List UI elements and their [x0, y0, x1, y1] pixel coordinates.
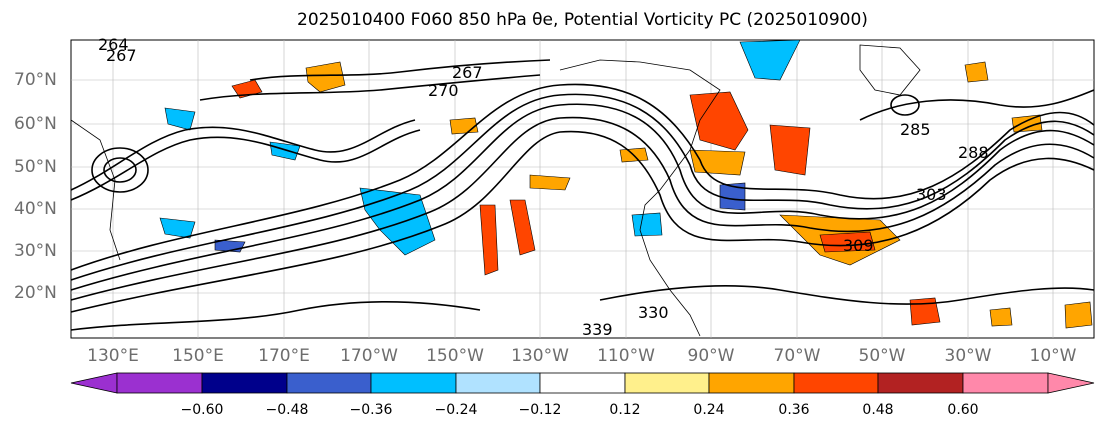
pv-area-negative	[739, 39, 801, 81]
contour-labels: 264 267 267 270 285 288 309 339 330 303	[98, 35, 989, 339]
colorbar	[70, 372, 1095, 394]
lat-label: 30°N	[14, 241, 57, 261]
colorbar-bin	[116, 372, 203, 394]
lon-label: 150°E	[172, 346, 224, 366]
theta-e-contours	[70, 59, 1095, 331]
colorbar-bin	[286, 372, 372, 394]
colorbar-bin	[370, 372, 457, 394]
pv-area-negative	[164, 107, 196, 131]
colorbar-bin	[793, 372, 879, 394]
colorbar-tick: 0.48	[862, 402, 894, 418]
pv-area-negative	[159, 217, 196, 239]
pv-area-positive	[689, 91, 749, 151]
colorbar-bin	[624, 372, 710, 394]
colorbar-extend-min	[70, 372, 118, 394]
contour-label: 267	[452, 63, 483, 82]
lon-label: 30°W	[944, 346, 992, 366]
lon-label: 110°W	[597, 346, 655, 366]
contour-label: 267	[106, 46, 137, 65]
lat-label: 20°N	[14, 283, 57, 303]
pv-area-negative	[359, 187, 436, 256]
lon-label: 90°W	[687, 346, 735, 366]
colorbar-bin	[877, 372, 964, 394]
contour-label: 339	[582, 320, 613, 339]
colorbar-tick: −0.48	[265, 402, 309, 418]
lat-label: 60°N	[14, 114, 57, 134]
north-america-coast	[559, 59, 721, 337]
lon-label: 50°W	[858, 346, 906, 366]
pv-area-positive	[509, 199, 536, 256]
pv-area-positive	[231, 79, 263, 99]
contour-label: 270	[428, 81, 459, 100]
pv-area-positive	[479, 204, 499, 276]
lon-label: 170°E	[258, 346, 310, 366]
plot-title: 2025010400 F060 850 hPa θe, Potential Vo…	[297, 10, 868, 30]
colorbar-tick: 0.60	[947, 402, 979, 418]
colorbar-tick: 0.24	[693, 402, 725, 418]
pv-area-negative	[269, 141, 301, 161]
contour-label: 288	[958, 143, 989, 162]
lon-label: 130°E	[87, 346, 139, 366]
graticule	[71, 40, 1094, 338]
pv-area-positive	[769, 124, 811, 176]
pv-area-positive	[689, 149, 746, 176]
contour-label: 264	[98, 35, 129, 54]
pv-area-positive	[529, 174, 571, 191]
pv-area-positive	[1064, 301, 1093, 329]
pv-area-positive	[964, 61, 989, 83]
colorbar-bin	[539, 372, 626, 394]
contour-label: 330	[638, 303, 669, 322]
pv-area-negative	[631, 212, 663, 237]
pv-area-positive	[819, 231, 876, 253]
contour-label: 285	[900, 120, 931, 139]
colorbar-tick: −0.36	[349, 402, 393, 418]
lon-label: 150°W	[426, 346, 484, 366]
lon-label: 70°W	[773, 346, 821, 366]
pv-area-positive	[909, 297, 941, 326]
colorbar-bin	[708, 372, 795, 394]
contour-label: 309	[843, 236, 874, 255]
lat-label: 70°N	[14, 70, 57, 90]
colorbar-extend-max	[1047, 372, 1095, 394]
eurasia-coast	[70, 119, 121, 261]
lat-label: 50°N	[14, 157, 57, 177]
lon-label: 130°W	[511, 346, 569, 366]
colorbar-bin	[201, 372, 288, 394]
colorbar-tick: 0.36	[778, 402, 810, 418]
colorbar-tick: −0.24	[434, 402, 478, 418]
colorbar-tick: −0.12	[518, 402, 562, 418]
colorbar-bin	[455, 372, 541, 394]
colorbar-tick: 0.12	[609, 402, 641, 418]
lat-label: 40°N	[14, 199, 57, 219]
colorbar-bin	[962, 372, 1049, 394]
pv-area-positive	[449, 117, 479, 135]
pv-area-negative	[719, 182, 746, 211]
pv-area-positive	[989, 307, 1013, 327]
pv-area-positive	[305, 61, 346, 93]
colorbar-tick: −0.60	[180, 402, 224, 418]
lon-label: 170°W	[340, 346, 398, 366]
lon-label: 10°W	[1029, 346, 1077, 366]
contour-label: 303	[916, 185, 947, 204]
